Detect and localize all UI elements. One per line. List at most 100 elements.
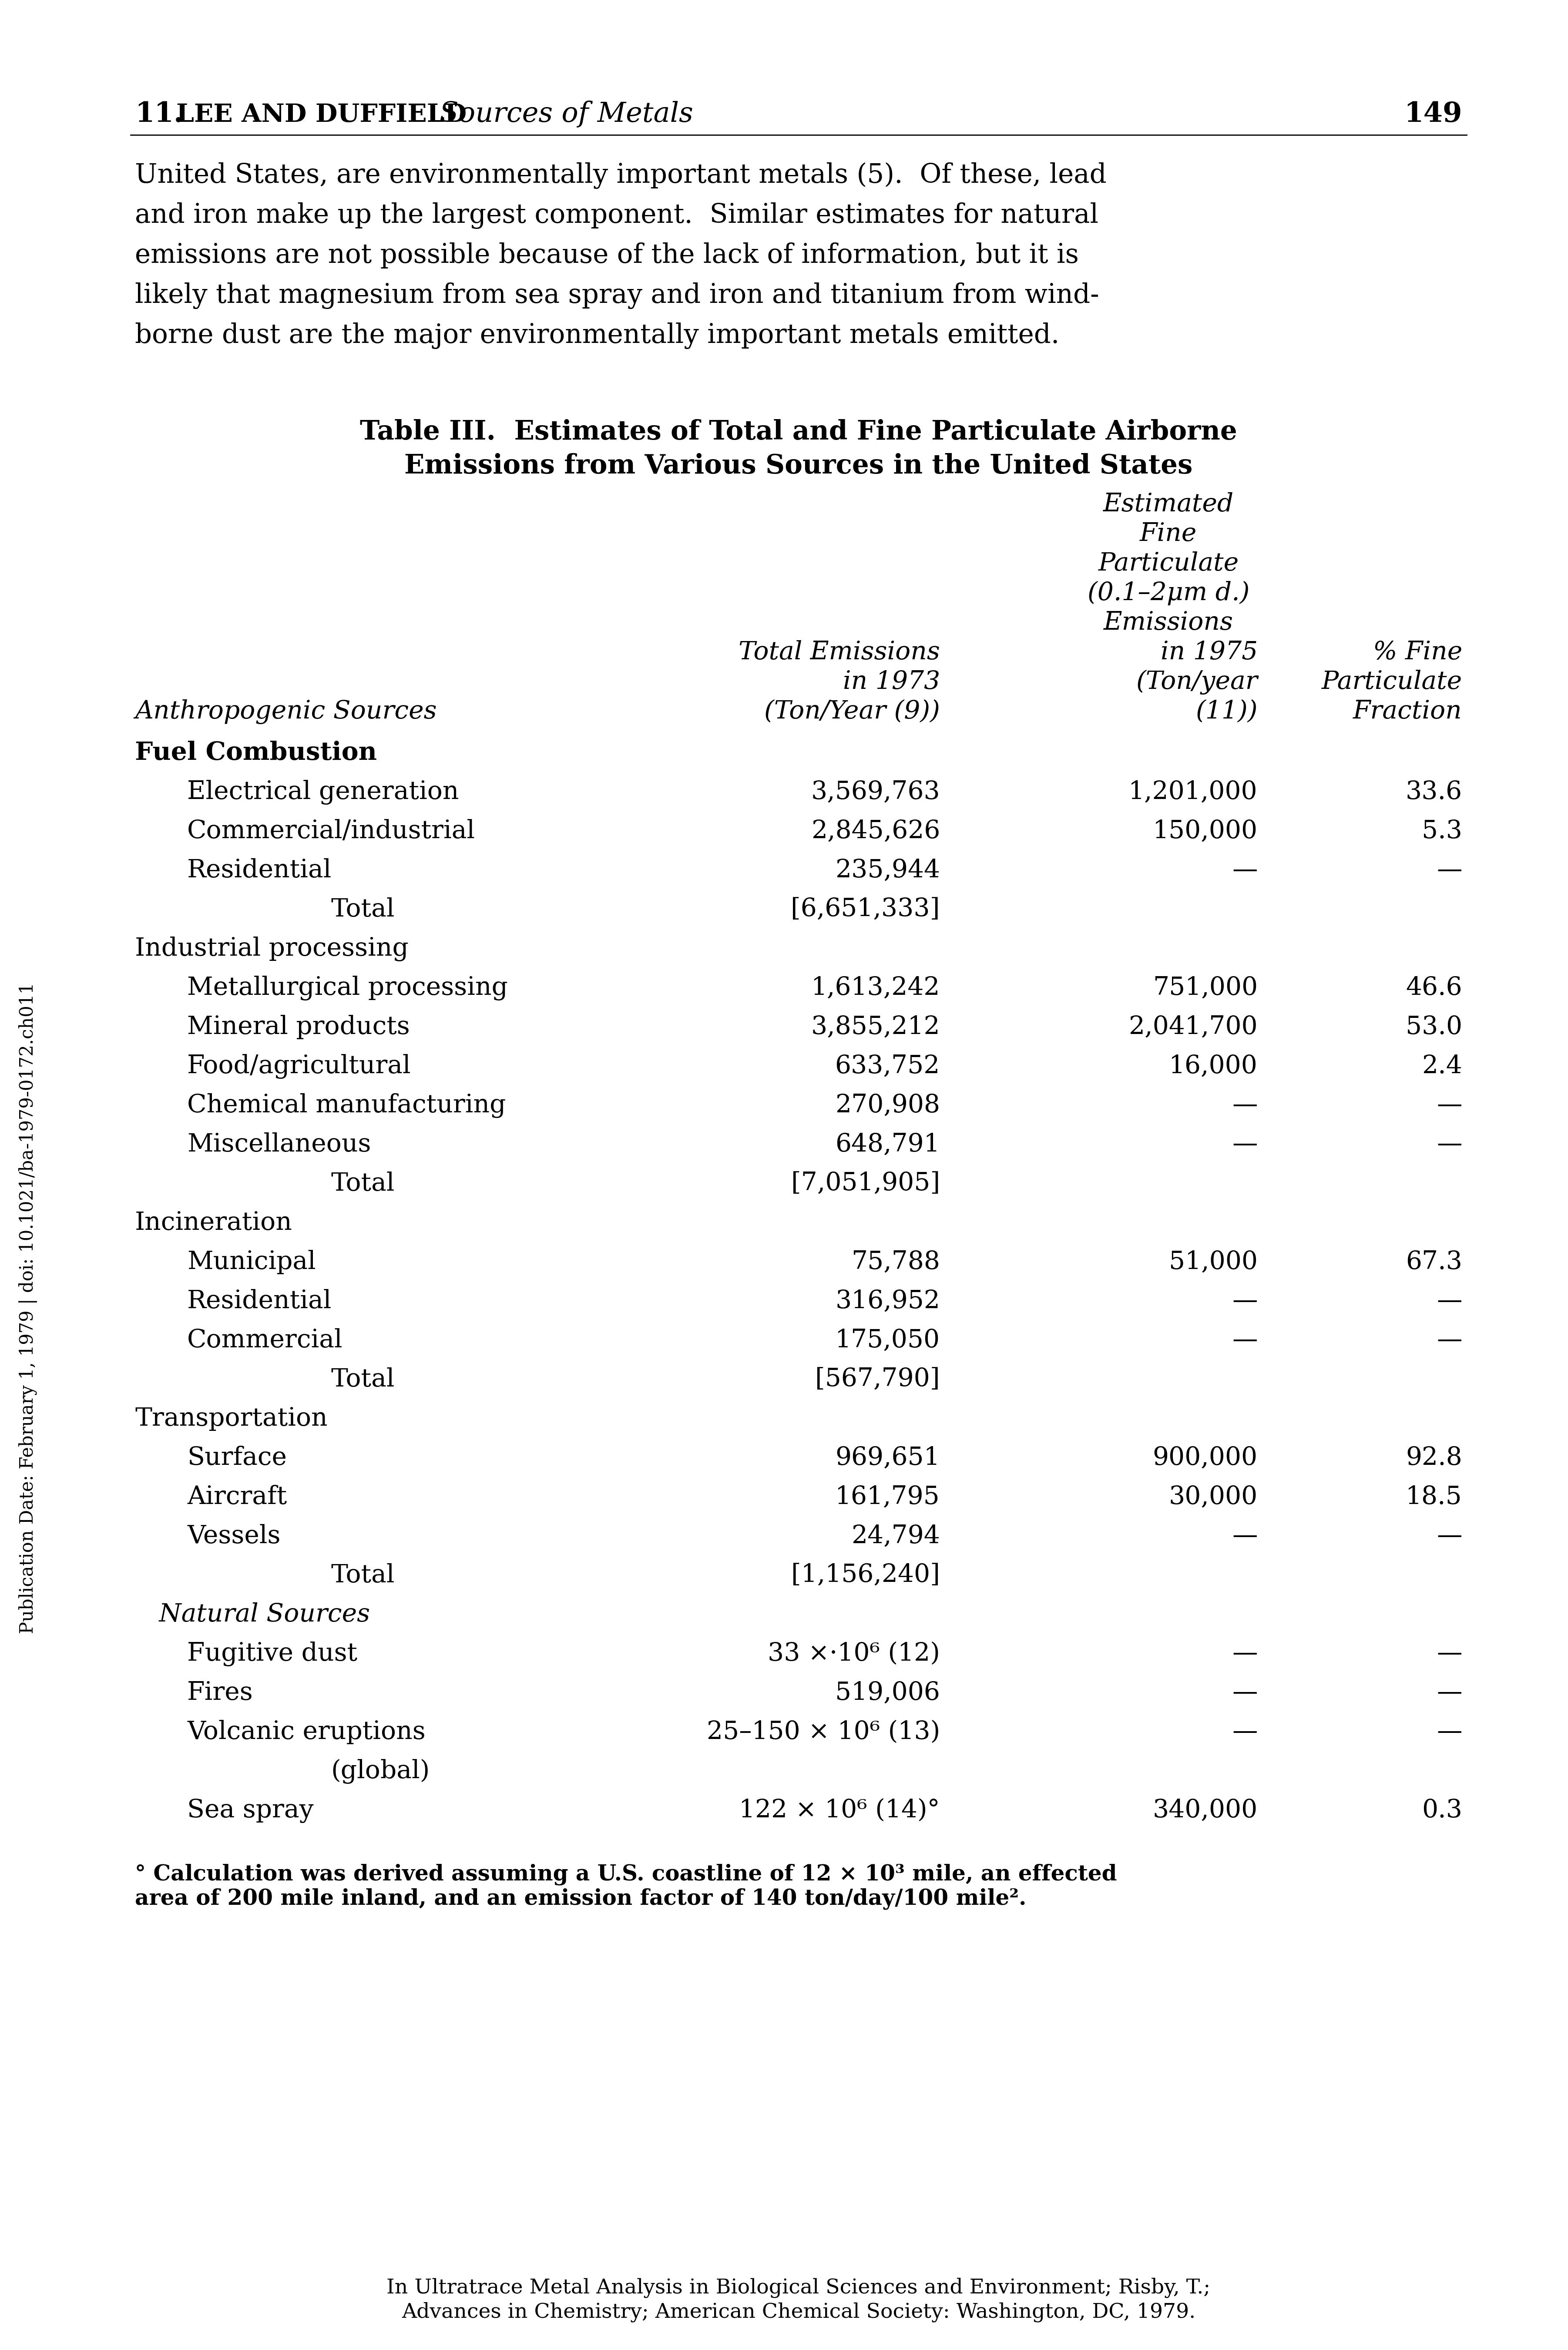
Text: Fires: Fires — [187, 1680, 252, 1706]
Text: (Ton/year: (Ton/year — [1137, 670, 1258, 696]
Text: Mineral products: Mineral products — [187, 1015, 409, 1039]
Text: likely that magnesium from sea spray and iron and titanium from wind-: likely that magnesium from sea spray and… — [135, 282, 1099, 308]
Text: Fuel Combustion: Fuel Combustion — [135, 740, 376, 766]
Text: 75,788: 75,788 — [851, 1250, 941, 1274]
Text: Table III.  Estimates of Total and Fine Particulate Airborne: Table III. Estimates of Total and Fine P… — [361, 418, 1237, 444]
Text: 5.3: 5.3 — [1422, 820, 1463, 844]
Text: Particulate: Particulate — [1322, 670, 1463, 693]
Text: United States, are environmentally important metals (5).  Of these, lead: United States, are environmentally impor… — [135, 162, 1107, 188]
Text: 149: 149 — [1405, 101, 1463, 127]
Text: Anthropogenic Sources: Anthropogenic Sources — [135, 700, 437, 724]
Text: 3,569,763: 3,569,763 — [811, 780, 941, 804]
Text: 1,613,242: 1,613,242 — [811, 975, 941, 1001]
Text: Total: Total — [331, 1368, 395, 1391]
Text: Particulate: Particulate — [1098, 552, 1239, 576]
Text: 0.3: 0.3 — [1422, 1798, 1463, 1824]
Text: Municipal: Municipal — [187, 1250, 315, 1274]
Text: Food/agricultural: Food/agricultural — [187, 1055, 411, 1079]
Text: 33 ×·10⁶ (12): 33 ×·10⁶ (12) — [768, 1643, 941, 1666]
Text: (Ton/Year (9)): (Ton/Year (9)) — [764, 700, 941, 724]
Text: 1,201,000: 1,201,000 — [1129, 780, 1258, 804]
Text: —: — — [1232, 1643, 1258, 1666]
Text: [1,156,240]: [1,156,240] — [792, 1563, 941, 1589]
Text: —: — — [1436, 1525, 1463, 1549]
Text: —: — — [1436, 1643, 1463, 1666]
Text: Publication Date: February 1, 1979 | doi: 10.1021/ba-1979-0172.ch011: Publication Date: February 1, 1979 | doi… — [19, 982, 38, 1633]
Text: 340,000: 340,000 — [1152, 1798, 1258, 1824]
Text: 633,752: 633,752 — [836, 1055, 941, 1079]
Text: (0.1–2μm d.): (0.1–2μm d.) — [1088, 580, 1250, 606]
Text: Transportation: Transportation — [135, 1408, 328, 1431]
Text: Incineration: Incineration — [135, 1210, 292, 1236]
Text: 161,795: 161,795 — [836, 1485, 941, 1509]
Text: 25–150 × 10⁶ (13): 25–150 × 10⁶ (13) — [707, 1720, 941, 1744]
Text: —: — — [1436, 1290, 1463, 1314]
Text: (11)): (11)) — [1196, 700, 1258, 724]
Text: in 1973: in 1973 — [844, 670, 941, 693]
Text: 519,006: 519,006 — [836, 1680, 941, 1706]
Text: [6,651,333]: [6,651,333] — [790, 898, 941, 921]
Text: 270,908: 270,908 — [836, 1093, 941, 1119]
Text: 900,000: 900,000 — [1152, 1445, 1258, 1471]
Text: Fugitive dust: Fugitive dust — [187, 1643, 358, 1666]
Text: Surface: Surface — [187, 1445, 287, 1471]
Text: Metallurgical processing: Metallurgical processing — [187, 975, 508, 1001]
Text: 92.8: 92.8 — [1406, 1445, 1463, 1471]
Text: 33.6: 33.6 — [1405, 780, 1463, 804]
Text: 51,000: 51,000 — [1168, 1250, 1258, 1274]
Text: —: — — [1436, 1133, 1463, 1156]
Text: [7,051,905]: [7,051,905] — [792, 1173, 941, 1196]
Text: Residential: Residential — [187, 858, 332, 884]
Text: 150,000: 150,000 — [1152, 820, 1258, 844]
Text: —: — — [1436, 1093, 1463, 1119]
Text: 16,000: 16,000 — [1170, 1055, 1258, 1079]
Text: Estimated: Estimated — [1104, 491, 1234, 517]
Text: borne dust are the major environmentally important metals emitted.: borne dust are the major environmentally… — [135, 322, 1060, 350]
Text: Emissions from Various Sources in the United States: Emissions from Various Sources in the Un… — [405, 454, 1193, 479]
Text: 648,791: 648,791 — [836, 1133, 941, 1156]
Text: Total: Total — [331, 1563, 395, 1589]
Text: Chemical manufacturing: Chemical manufacturing — [187, 1093, 506, 1119]
Text: —: — — [1232, 1133, 1258, 1156]
Text: Residential: Residential — [187, 1290, 332, 1314]
Text: 3,855,212: 3,855,212 — [811, 1015, 941, 1039]
Text: —: — — [1436, 858, 1463, 884]
Text: LEE AND DUFFIELD: LEE AND DUFFIELD — [176, 103, 467, 127]
Text: 24,794: 24,794 — [851, 1525, 941, 1549]
Text: Industrial processing: Industrial processing — [135, 938, 409, 961]
Text: 53.0: 53.0 — [1405, 1015, 1463, 1039]
Text: 235,944: 235,944 — [836, 858, 941, 884]
Text: 2.4: 2.4 — [1422, 1055, 1463, 1079]
Text: Emissions: Emissions — [1104, 611, 1234, 634]
Text: —: — — [1232, 1328, 1258, 1354]
Text: 18.5: 18.5 — [1406, 1485, 1463, 1509]
Text: 751,000: 751,000 — [1152, 975, 1258, 1001]
Text: ° Calculation was derived assuming a U.S. coastline of 12 × 10³ mile, an effecte: ° Calculation was derived assuming a U.S… — [135, 1864, 1116, 1885]
Text: Fine: Fine — [1140, 522, 1196, 548]
Text: Fraction: Fraction — [1353, 700, 1463, 724]
Text: % Fine: % Fine — [1374, 639, 1463, 665]
Text: [567,790]: [567,790] — [815, 1368, 941, 1391]
Text: —: — — [1232, 1720, 1258, 1744]
Text: (global): (global) — [331, 1758, 430, 1784]
Text: Natural Sources: Natural Sources — [135, 1603, 370, 1626]
Text: emissions are not possible because of the lack of information, but it is: emissions are not possible because of th… — [135, 242, 1079, 268]
Text: —: — — [1232, 1525, 1258, 1549]
Text: 175,050: 175,050 — [836, 1328, 941, 1354]
Text: Total: Total — [331, 898, 395, 921]
Text: Miscellaneous: Miscellaneous — [187, 1133, 372, 1156]
Text: 30,000: 30,000 — [1168, 1485, 1258, 1509]
Text: 316,952: 316,952 — [836, 1290, 941, 1314]
Text: —: — — [1232, 1290, 1258, 1314]
Text: Total: Total — [331, 1173, 395, 1196]
Text: and iron make up the largest component.  Similar estimates for natural: and iron make up the largest component. … — [135, 202, 1099, 228]
Text: in 1975: in 1975 — [1160, 639, 1258, 665]
Text: 122 × 10⁶ (14)°: 122 × 10⁶ (14)° — [739, 1798, 941, 1824]
Text: 67.3: 67.3 — [1405, 1250, 1463, 1274]
Text: Sources of Metals: Sources of Metals — [439, 101, 693, 127]
Text: 2,041,700: 2,041,700 — [1129, 1015, 1258, 1039]
Text: Sea spray: Sea spray — [187, 1798, 314, 1824]
Text: Commercial: Commercial — [187, 1328, 343, 1354]
Text: Volcanic eruptions: Volcanic eruptions — [187, 1720, 425, 1744]
Text: —: — — [1232, 858, 1258, 884]
